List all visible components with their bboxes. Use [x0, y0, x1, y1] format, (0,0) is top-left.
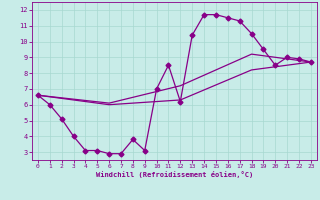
X-axis label: Windchill (Refroidissement éolien,°C): Windchill (Refroidissement éolien,°C) [96, 171, 253, 178]
